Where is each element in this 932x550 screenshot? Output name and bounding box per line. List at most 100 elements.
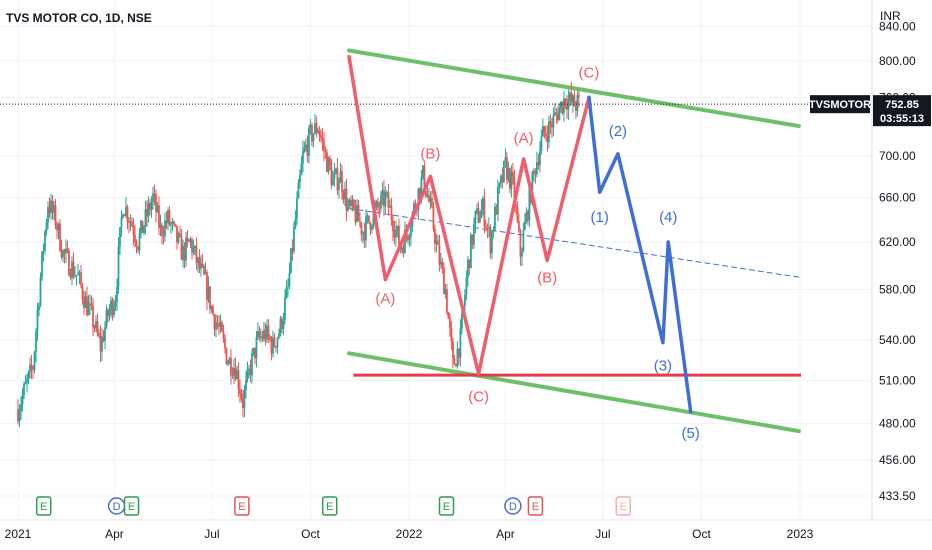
candle-body	[57, 223, 60, 231]
candle-body	[179, 233, 181, 236]
price-tick-label: 510.00	[879, 374, 916, 388]
candle-body	[362, 232, 364, 235]
candle-body	[377, 201, 379, 208]
candle-body	[413, 203, 415, 213]
candle-body	[258, 331, 261, 338]
candle-body	[243, 390, 246, 408]
candle-body	[47, 207, 49, 223]
candle-body	[447, 312, 450, 319]
candle-body	[218, 325, 220, 327]
candle-body	[203, 265, 205, 275]
candle-body	[150, 202, 153, 211]
candle-body	[183, 245, 186, 261]
candle-body	[156, 205, 159, 213]
candle-body	[431, 198, 433, 207]
candle-body	[228, 357, 231, 364]
time-tick-label: Oct	[301, 527, 320, 541]
candle-body	[219, 322, 222, 327]
candle-body	[26, 378, 28, 383]
candle-body	[347, 205, 349, 211]
candle-body	[321, 137, 324, 141]
candle-body	[84, 296, 87, 308]
candle-body	[83, 298, 85, 308]
dividend-icon	[504, 497, 522, 515]
candle-body	[273, 337, 276, 347]
candle-body	[216, 322, 219, 326]
candle-body	[230, 357, 232, 376]
candle-body	[143, 226, 145, 233]
candle-body	[20, 404, 22, 412]
event-letter: E	[532, 501, 539, 513]
candle-body	[335, 168, 337, 173]
bar-countdown: 03:55:13	[880, 113, 924, 125]
candle-body	[345, 188, 348, 211]
candle-body	[489, 227, 492, 254]
price-tick-label: 840.00	[879, 19, 916, 33]
candle-body	[392, 220, 394, 232]
candle-body	[45, 222, 48, 232]
candle-body	[80, 272, 82, 286]
candle-body	[339, 171, 342, 184]
candle-body	[558, 108, 561, 121]
candle-body	[422, 165, 424, 178]
candle-body	[486, 227, 489, 229]
price-scale[interactable]: 840.00800.00760.00700.00660.00620.00580.…	[879, 19, 916, 503]
event-letter: D	[509, 501, 517, 513]
time-tick-label: Oct	[692, 527, 711, 541]
candle-body	[360, 222, 363, 235]
candle-body	[476, 208, 478, 211]
candle-body	[233, 367, 235, 376]
candle-body	[327, 157, 330, 173]
candle-body	[239, 388, 241, 394]
candle-body	[164, 220, 166, 237]
candle-body	[135, 241, 138, 247]
grid	[0, 0, 872, 520]
candle-body	[245, 379, 247, 391]
candle-body	[294, 218, 297, 228]
event-letter: D	[113, 501, 121, 513]
candle-body	[59, 223, 61, 251]
candle-body	[95, 321, 97, 329]
candle-body	[53, 205, 55, 213]
candle-body	[123, 214, 126, 217]
candle-body	[102, 336, 105, 342]
event-letter: E	[326, 501, 333, 513]
candle-body	[407, 235, 409, 240]
candle-body	[173, 221, 175, 224]
candle-body	[356, 205, 358, 222]
candle-body	[468, 259, 471, 269]
candle-body	[341, 171, 343, 193]
candle-body	[305, 144, 307, 148]
candle-body	[471, 234, 474, 245]
candle-body	[437, 240, 439, 245]
candle-body	[408, 236, 411, 240]
candle-body	[272, 337, 274, 354]
candle-body	[567, 99, 570, 110]
candle-body	[524, 221, 526, 231]
event-marker-e: E	[615, 496, 631, 516]
candle-body	[56, 225, 58, 231]
last-price-labels: TVSMOTOR 752.85 03:55:13	[809, 95, 931, 127]
candle-body	[36, 310, 39, 332]
candle-body	[144, 208, 147, 227]
candle-body	[192, 247, 195, 253]
candle-body	[212, 306, 214, 315]
candle-body	[213, 314, 216, 330]
time-scale[interactable]: 2021 Apr Jul Oct 2022 Apr Jul Oct 2023	[5, 527, 814, 541]
event-letter: E	[238, 501, 245, 513]
event-marker-e: E	[527, 496, 544, 516]
wave-label: (3)	[654, 358, 672, 375]
candle-body	[240, 393, 243, 400]
candle-body	[533, 170, 535, 172]
price-tick-label: 433.50	[879, 489, 916, 503]
candle-body	[201, 263, 204, 266]
event-letter: E	[620, 501, 627, 513]
candle-body	[531, 171, 534, 203]
candle-body	[107, 309, 109, 316]
candle-body	[155, 194, 157, 213]
candle-body	[419, 188, 421, 198]
candle-body	[134, 235, 136, 242]
candle-body	[482, 198, 484, 210]
candle-body	[167, 210, 169, 224]
